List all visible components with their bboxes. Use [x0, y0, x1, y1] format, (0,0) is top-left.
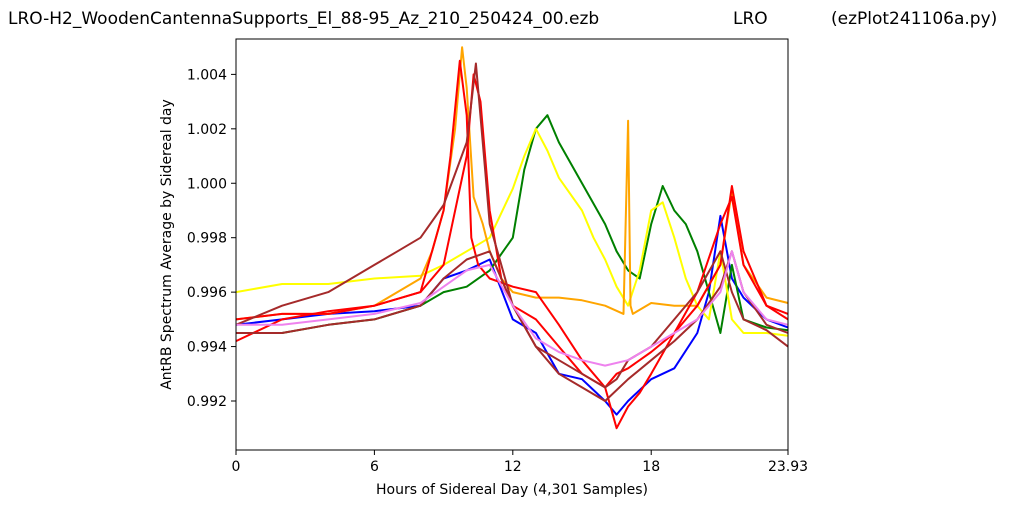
series-group [235, 46, 789, 430]
x-tick-label: 23.93 [768, 459, 808, 475]
series-line-5 [235, 59, 789, 430]
series-line-7 [235, 62, 789, 389]
plot-frame [235, 38, 789, 451]
y-axis-label: AntRB Spectrum Average by Sidereal day [159, 99, 175, 390]
series-line-3 [235, 127, 789, 337]
x-axis: 0 6 12 18 23.93 [232, 450, 808, 475]
series-line-9 [236, 250, 789, 367]
x-axis-label: Hours of Sidereal Day (4,301 Samples) [376, 482, 648, 498]
x-tick-label: 0 [232, 459, 241, 475]
series-line-8 [236, 250, 789, 402]
chart-header-filename: LRO-H2_WoodenCantennaSupports_El_88-95_A… [8, 9, 600, 29]
series-line-1 [235, 214, 789, 416]
y-axis: 0.992 0.994 0.996 0.998 1.000 1.002 1.004 [187, 67, 236, 410]
chart-header-site: LRO [733, 9, 768, 29]
series-line-6 [235, 73, 789, 389]
x-tick-label: 18 [642, 459, 660, 475]
x-tick-label: 12 [504, 459, 522, 475]
y-tick-label: 1.002 [187, 122, 227, 138]
y-tick-label: 0.994 [187, 340, 227, 356]
y-tick-label: 0.992 [187, 394, 227, 410]
y-tick-label: 0.996 [187, 285, 227, 301]
y-tick-label: 1.000 [187, 176, 227, 192]
y-tick-label: 1.004 [187, 67, 227, 83]
x-tick-label: 6 [370, 459, 379, 475]
chart-header-program: (ezPlot241106a.py) [831, 9, 998, 29]
y-tick-label: 0.998 [187, 231, 227, 247]
series-line-2 [236, 114, 789, 334]
